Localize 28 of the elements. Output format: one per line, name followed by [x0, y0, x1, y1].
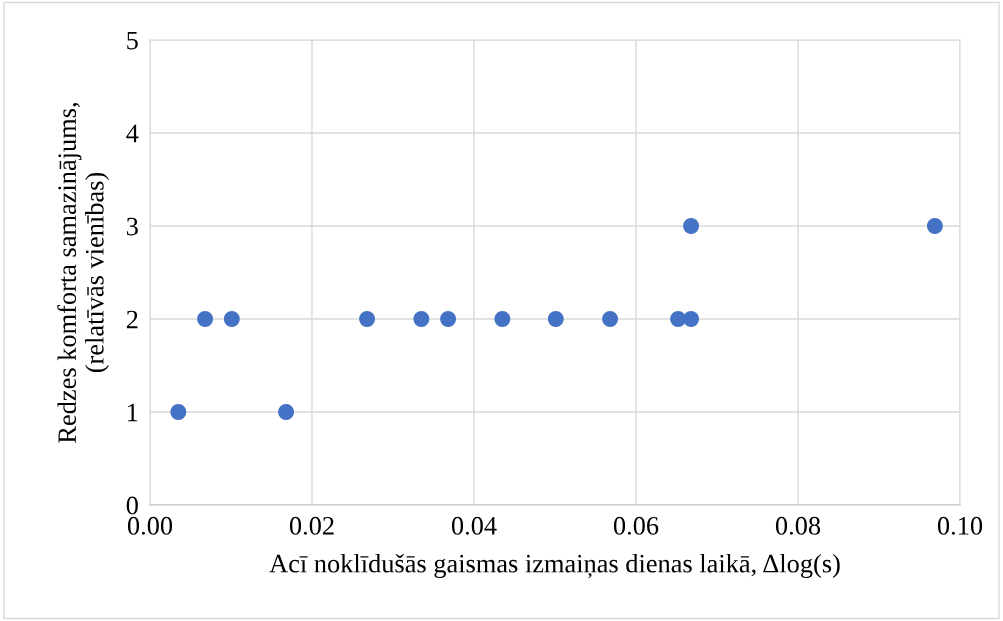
y-axis-title: Redzes komforta samazinājums, (relatīvās vienības): [57, 103, 110, 443]
point: [602, 311, 619, 327]
point: [278, 404, 295, 420]
point: [197, 311, 214, 327]
point: [683, 311, 700, 327]
y-tick-label: 3: [126, 217, 138, 236]
point: [170, 404, 187, 420]
point: [413, 311, 430, 327]
point: [683, 218, 700, 234]
point: [670, 311, 687, 327]
y-tick-label: 2: [126, 310, 138, 329]
point: [494, 311, 511, 327]
point: [223, 311, 240, 327]
x-tick-label: 0.02: [289, 516, 334, 535]
point: [547, 311, 564, 327]
y-tick-label: 5: [127, 31, 138, 50]
y-tick-label: 4: [126, 124, 139, 143]
x-tick-label: 0.06: [613, 516, 659, 535]
x-tick-label: 0.10: [937, 516, 983, 535]
x-axis-title: Acī noklīdušās gaismas izmaiņas dienas laikā, Δlog(s): [269, 553, 840, 578]
x-tick-label: 0.04: [451, 516, 497, 535]
y-tick-label: 1: [128, 403, 138, 422]
y-tick-label: 0: [126, 496, 138, 515]
x-tick-label: 0.00: [127, 516, 173, 535]
point: [440, 311, 457, 327]
point: [926, 218, 943, 234]
x-tick-label: 0.08: [775, 516, 821, 535]
point: [359, 311, 376, 327]
